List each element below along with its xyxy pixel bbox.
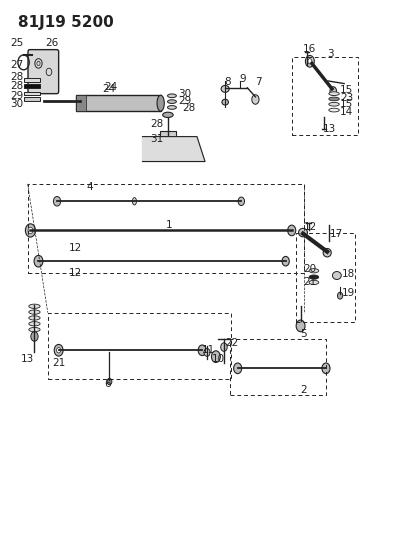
Ellipse shape (56, 348, 60, 353)
Text: 21: 21 (52, 358, 65, 368)
Circle shape (31, 332, 38, 341)
Text: 15: 15 (339, 99, 352, 109)
Text: 30: 30 (177, 89, 191, 99)
Bar (76, 95, 86, 111)
Text: 25: 25 (10, 38, 23, 48)
Text: 24: 24 (102, 84, 115, 94)
Text: 2: 2 (300, 384, 307, 394)
Text: 18: 18 (341, 270, 354, 279)
Text: 21: 21 (302, 277, 315, 287)
Bar (23, 84, 40, 88)
Text: 13: 13 (21, 354, 34, 364)
Text: 1: 1 (166, 220, 172, 230)
Text: 30: 30 (10, 99, 23, 109)
Text: 16: 16 (302, 44, 315, 54)
Ellipse shape (281, 256, 289, 266)
Ellipse shape (167, 94, 176, 98)
Text: 26: 26 (45, 38, 58, 48)
Ellipse shape (307, 59, 311, 64)
Text: 13: 13 (322, 124, 336, 134)
Bar (23, 97, 40, 101)
Ellipse shape (203, 349, 209, 357)
Circle shape (107, 378, 112, 385)
Text: 23: 23 (339, 93, 352, 103)
Ellipse shape (211, 351, 220, 362)
Text: 28: 28 (10, 81, 23, 91)
Ellipse shape (167, 106, 176, 109)
Ellipse shape (34, 255, 43, 267)
Ellipse shape (29, 327, 40, 332)
Bar (76, 95, 160, 111)
Bar (160, 131, 175, 136)
Ellipse shape (322, 248, 330, 257)
Ellipse shape (29, 316, 40, 320)
Ellipse shape (222, 99, 228, 105)
Ellipse shape (53, 197, 60, 206)
Ellipse shape (328, 108, 339, 112)
Text: 28: 28 (150, 119, 164, 130)
Text: 12: 12 (303, 222, 316, 232)
Ellipse shape (328, 102, 339, 106)
Text: 8: 8 (224, 77, 230, 87)
Ellipse shape (337, 292, 342, 299)
Text: 22: 22 (225, 338, 238, 349)
Text: 6: 6 (104, 379, 111, 389)
Ellipse shape (308, 275, 318, 279)
Text: 24: 24 (104, 82, 117, 92)
Ellipse shape (162, 112, 173, 117)
Ellipse shape (28, 227, 33, 233)
Text: 4: 4 (87, 182, 93, 192)
Text: 12: 12 (69, 268, 82, 278)
Text: 81J19 5200: 81J19 5200 (17, 14, 113, 30)
Bar (23, 78, 40, 82)
Text: 5: 5 (300, 329, 307, 340)
Ellipse shape (54, 344, 63, 356)
Ellipse shape (132, 198, 136, 205)
Ellipse shape (332, 271, 341, 279)
Ellipse shape (233, 363, 241, 374)
Text: 29: 29 (10, 91, 23, 101)
Ellipse shape (321, 363, 329, 374)
Text: 14: 14 (339, 107, 352, 117)
Text: 19: 19 (341, 288, 354, 298)
Polygon shape (142, 136, 205, 161)
Ellipse shape (298, 228, 307, 237)
Ellipse shape (220, 343, 227, 351)
Ellipse shape (29, 304, 40, 309)
Text: 17: 17 (329, 229, 342, 239)
Text: 28: 28 (181, 103, 195, 114)
Ellipse shape (237, 197, 244, 206)
Ellipse shape (26, 224, 35, 237)
Ellipse shape (221, 85, 229, 92)
Text: 29: 29 (177, 96, 191, 106)
Ellipse shape (287, 225, 295, 236)
Ellipse shape (157, 95, 164, 111)
Ellipse shape (329, 87, 336, 95)
Ellipse shape (198, 345, 206, 356)
Ellipse shape (328, 92, 339, 95)
Ellipse shape (328, 97, 339, 101)
Ellipse shape (29, 310, 40, 314)
Text: 3: 3 (326, 50, 333, 59)
Text: 7: 7 (254, 77, 260, 87)
Text: 27: 27 (10, 60, 23, 70)
Ellipse shape (167, 100, 176, 103)
Ellipse shape (305, 55, 313, 67)
FancyBboxPatch shape (28, 50, 58, 94)
Text: 28: 28 (10, 71, 23, 82)
Ellipse shape (29, 321, 40, 326)
Ellipse shape (295, 320, 304, 332)
Ellipse shape (308, 280, 318, 285)
Text: 31: 31 (150, 134, 164, 144)
Text: 15: 15 (339, 85, 352, 95)
Ellipse shape (251, 95, 258, 104)
Text: 20: 20 (302, 264, 315, 274)
Text: 12: 12 (69, 243, 82, 253)
Text: 9: 9 (239, 74, 245, 84)
Ellipse shape (308, 269, 318, 273)
Text: 10: 10 (211, 354, 224, 364)
Bar (23, 92, 40, 95)
Text: 11: 11 (202, 345, 215, 356)
